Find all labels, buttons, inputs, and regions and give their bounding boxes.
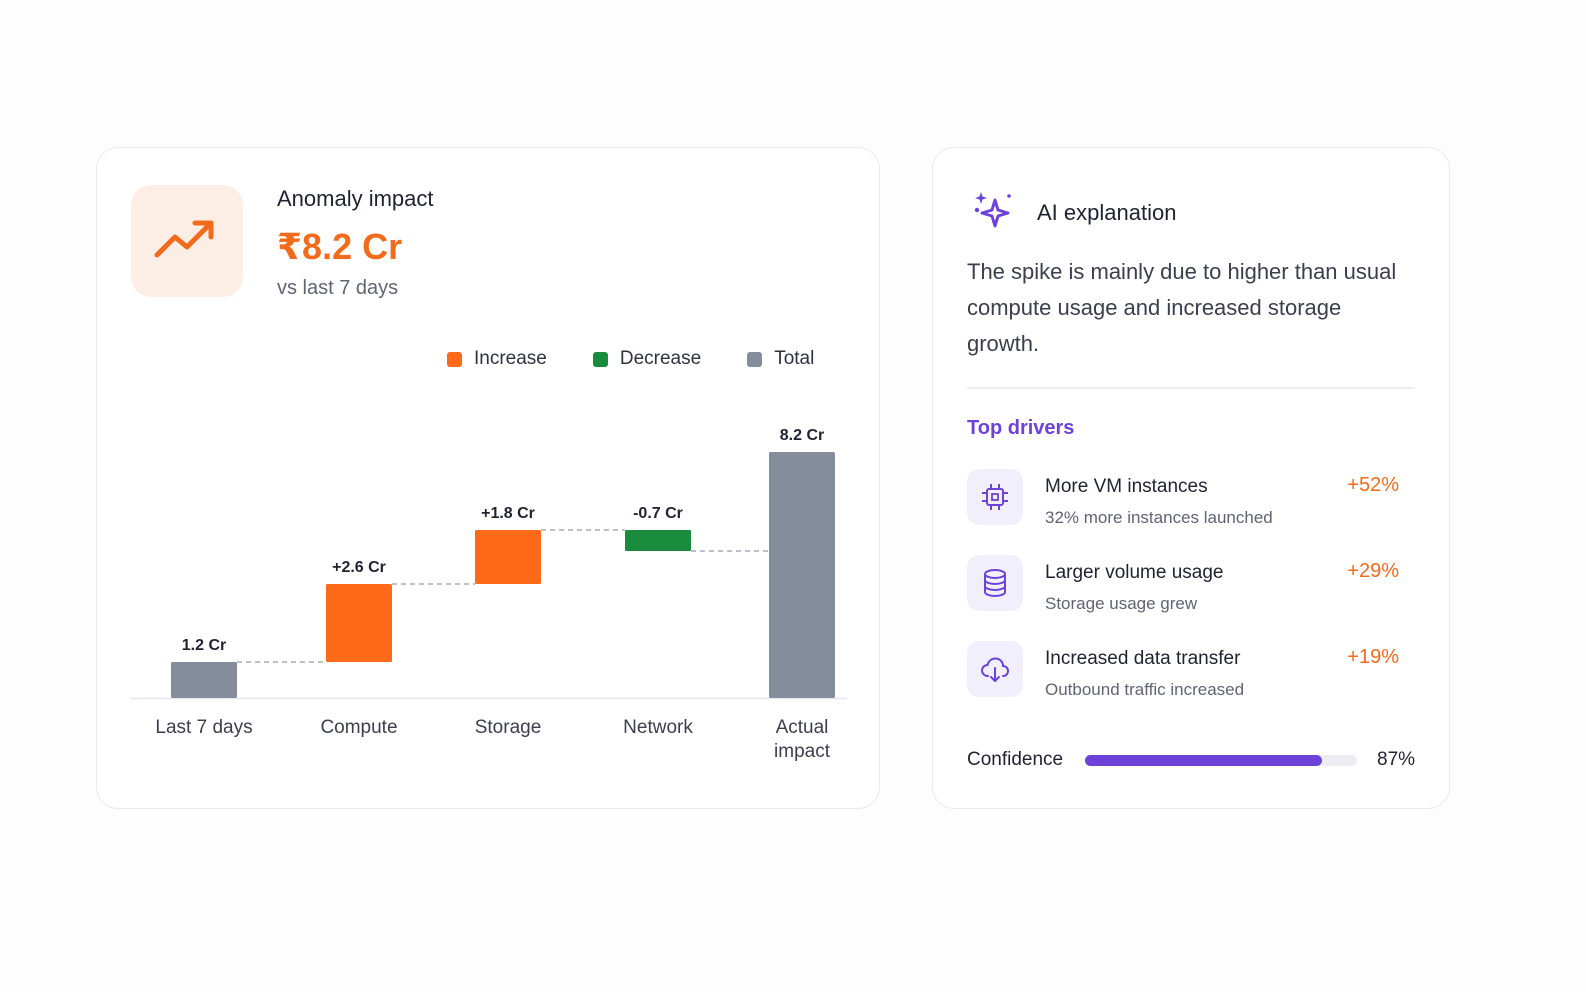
database-icon: [967, 555, 1023, 611]
driver-percent: +29%: [1347, 560, 1399, 582]
category-label: Storage: [475, 717, 542, 738]
legend-swatch-total: [747, 351, 763, 367]
waterfall-bar-actual-impact: [769, 452, 835, 698]
data-label: 8.2 Cr: [780, 427, 824, 444]
category-label: impact: [774, 741, 831, 762]
data-label: +1.8 Cr: [481, 505, 535, 522]
top-drivers-heading: Top drivers: [967, 417, 1075, 439]
driver-subtitle: 32% more instances launched: [1045, 508, 1273, 527]
legend-swatch-decrease: [592, 351, 608, 367]
legend-item-total: Total: [747, 348, 814, 370]
category-label: Actual: [776, 717, 829, 738]
driver-item: Increased data transfer Outbound traffic…: [967, 641, 1407, 701]
data-label: -0.7 Cr: [633, 505, 683, 522]
sparkles-icon: [969, 188, 1017, 241]
cpu-icon: [967, 469, 1023, 525]
driver-item: More VM instances 32% more instances lau…: [967, 469, 1407, 529]
legend-label-decrease: Decrease: [619, 348, 702, 369]
driver-title: More VM instances: [1045, 476, 1208, 497]
confidence-bar: [1085, 755, 1357, 766]
legend-item-decrease: Decrease: [592, 348, 702, 370]
driver-item: Larger volume usage Storage usage grew +…: [967, 555, 1407, 615]
chart-legend: Increase Decrease Total: [447, 348, 814, 370]
ai-explanation-card: AI explanation The spike is mainly due t…: [932, 147, 1450, 809]
impact-subtitle: vs last 7 days: [277, 277, 399, 299]
data-label: 1.2 Cr: [182, 637, 226, 654]
confidence-bar-fill: [1085, 755, 1322, 766]
legend-item-increase: Increase: [447, 348, 547, 370]
waterfall-chart: 1.2 Cr Last 7 days +2.6 Cr Compute +1.8 Cr St…: [131, 427, 847, 762]
legend-label-increase: Increase: [474, 348, 547, 369]
driver-title: Increased data transfer: [1045, 648, 1241, 669]
trending-up-icon: [131, 185, 243, 297]
category-label: Last 7 days: [155, 717, 252, 738]
waterfall-bar-network: [625, 530, 691, 551]
impact-title: Anomaly impact: [277, 186, 434, 211]
ai-title: AI explanation: [1037, 200, 1177, 225]
waterfall-bar-compute: [326, 584, 392, 662]
driver-percent: +52%: [1347, 474, 1399, 496]
waterfall-bar-last-7-days: [171, 662, 237, 698]
confidence-value: 87%: [1377, 749, 1416, 770]
ai-explanation-text: The spike is mainly due to higher than u…: [967, 259, 1397, 356]
data-label: +2.6 Cr: [332, 559, 386, 576]
divider: [967, 387, 1415, 389]
category-label: Network: [623, 717, 693, 738]
anomaly-impact-card: Anomaly impact ₹8.2 Cr vs last 7 days In…: [96, 147, 880, 809]
cloud-download-icon: [967, 641, 1023, 697]
legend-label-total: Total: [774, 348, 815, 369]
legend-swatch-increase: [447, 351, 462, 367]
driver-subtitle: Storage usage grew: [1045, 594, 1198, 613]
driver-title: Larger volume usage: [1045, 562, 1224, 583]
category-label: Compute: [320, 717, 397, 738]
impact-value: ₹8.2 Cr: [277, 226, 403, 267]
confidence-label: Confidence: [967, 749, 1064, 770]
waterfall-bar-storage: [475, 530, 541, 584]
driver-subtitle: Outbound traffic increased: [1045, 680, 1245, 699]
driver-percent: +19%: [1347, 646, 1399, 668]
